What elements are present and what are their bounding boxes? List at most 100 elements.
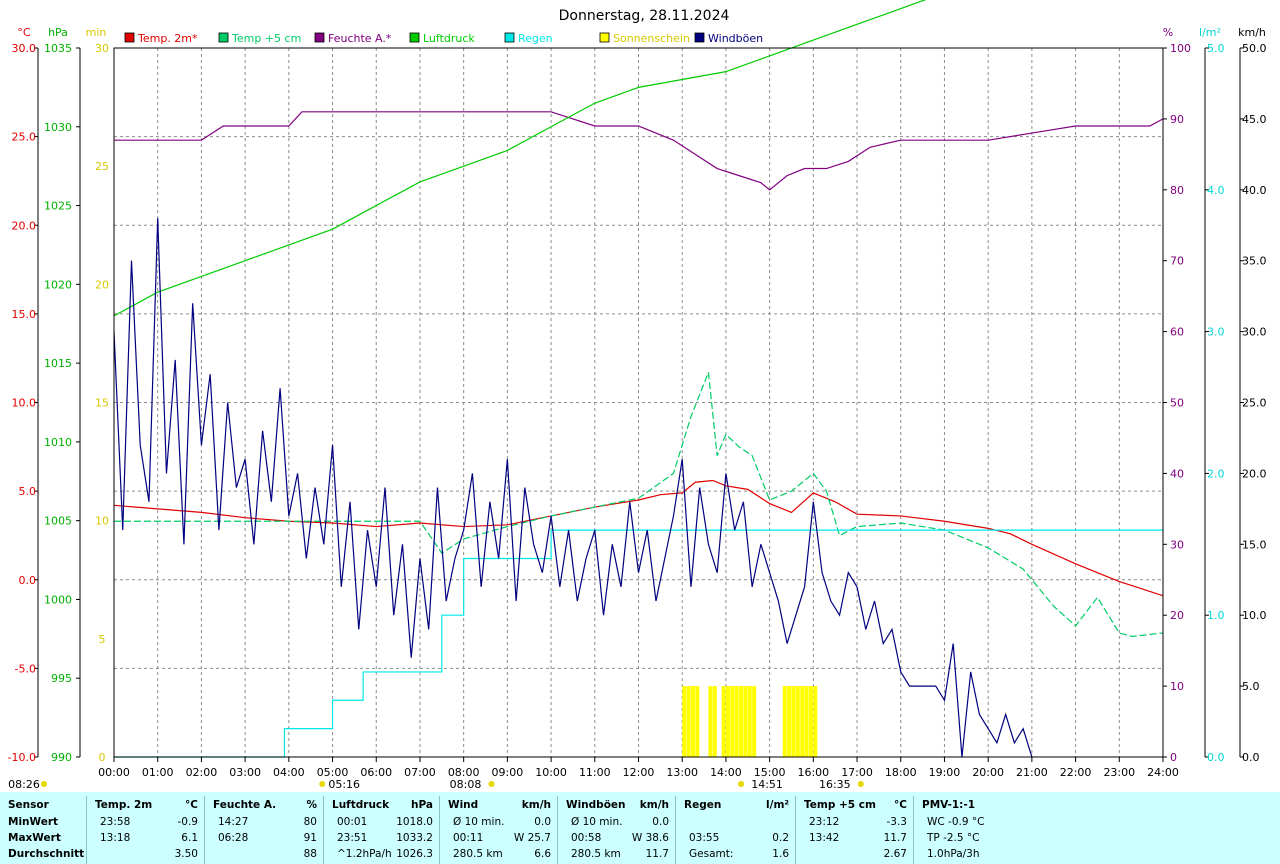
summary-cell-row: 13:42 11.7 <box>797 832 915 848</box>
x-tick-label: 18:00 <box>885 766 917 779</box>
sunrise-label: 08:08 <box>450 778 482 791</box>
sunshine-bar <box>813 686 818 757</box>
summary-row-label: MinWert <box>0 816 86 832</box>
summary-cell-row: 88 <box>206 848 325 864</box>
legend-label: Luftdruck <box>423 32 475 45</box>
series-line-humidity <box>114 111 1164 191</box>
column-unit: hPa <box>411 799 433 811</box>
pressure-tick-label: 990 <box>51 751 72 764</box>
pressure-tick-label: 1030 <box>44 121 72 134</box>
column-title: PMV-1:-1 <box>922 799 976 811</box>
cell-time: 280.5 km <box>453 848 503 860</box>
wind-unit: km/h <box>1238 26 1266 39</box>
pressure-tick-label: 1020 <box>44 278 72 291</box>
summary-cell-row: 3.50 <box>88 848 206 864</box>
sunshine-tick-label: 30 <box>95 42 109 55</box>
row-label-text: Durchschnitt <box>8 848 85 860</box>
summary-cell-row: 1.0hPa/3h <box>915 848 1035 864</box>
cell-value: 3.50 <box>174 848 198 860</box>
summary-header: PMV-1:-1 <box>915 799 1035 815</box>
summary-separator <box>913 796 914 864</box>
cell-time: 23:12 <box>809 816 840 828</box>
x-tick-label: 15:00 <box>754 766 786 779</box>
chart-grid <box>114 48 1163 757</box>
legend-label: Regen <box>518 32 553 45</box>
x-tick-label: 08:00 <box>448 766 480 779</box>
column-unit: km/h <box>639 799 669 811</box>
pressure-tick-label: 1025 <box>44 200 72 213</box>
temperature-tick-label: 10.0 <box>12 397 37 410</box>
wind-tick-label: 35.0 <box>1242 255 1267 268</box>
cell-value: 2.67 <box>883 848 907 860</box>
summary-cell-row: 280.5 km 6.6 <box>441 848 559 864</box>
series-line-temperature <box>113 479 1164 597</box>
pressure-tick-label: 1010 <box>44 436 72 449</box>
cell-time: 13:18 <box>100 832 131 844</box>
pressure-tick-label: 1005 <box>44 515 72 528</box>
summary-cell-row: 00:58 W 38.6 <box>559 832 677 848</box>
x-tick-label: 16:00 <box>797 766 829 779</box>
row-label-text: MaxWert <box>8 832 61 844</box>
cell-value: 0.2 <box>772 832 789 844</box>
pressure-tick-label: 1035 <box>44 42 72 55</box>
cell-value: 1.6 <box>772 848 789 860</box>
pressure-unit: hPa <box>48 26 68 39</box>
x-tick-label: 21:00 <box>1016 766 1048 779</box>
cell-value: 6.1 <box>181 832 198 844</box>
summary-cell-row: 23:12 -3.3 <box>797 816 915 832</box>
cell-time: 00:01 <box>337 816 368 828</box>
summary-row-label: Sensor <box>0 799 86 815</box>
summary-header: Temp. 2m °C <box>88 799 206 815</box>
cell-time: 1.0hPa/3h <box>927 848 980 860</box>
legend-label: Windböen <box>708 32 763 45</box>
summary-cell-row <box>677 816 797 832</box>
column-title: Wind <box>448 799 479 811</box>
sunshine-tick-label: 15 <box>95 397 109 410</box>
summary-cell-row: 06:28 91 <box>206 832 325 848</box>
summary-separator <box>439 796 440 864</box>
sunshine-bar <box>725 686 730 757</box>
x-tick-label: 02:00 <box>186 766 218 779</box>
column-unit: °C <box>894 799 907 811</box>
wind-tick-label: 5.0 <box>1242 680 1260 693</box>
column-title: Feuchte A. <box>213 799 277 811</box>
series-line-pressure <box>113 0 927 317</box>
legend-label: Feuchte A.* <box>328 32 392 45</box>
sunshine-bar <box>747 686 752 757</box>
sunshine-bar <box>682 686 687 757</box>
sunshine-bar <box>712 686 717 757</box>
cell-time: 13:42 <box>809 832 840 844</box>
column-title: Temp +5 cm <box>804 799 876 811</box>
x-tick-label: 03:00 <box>229 766 261 779</box>
cell-time: ^1.2hPa/h <box>337 848 392 860</box>
x-tick-label: 04:00 <box>273 766 305 779</box>
sunshine-bar <box>787 686 792 757</box>
sunshine-tick-label: 20 <box>95 278 109 291</box>
series-line-wind <box>113 218 1033 758</box>
temperature-tick-label: 0.0 <box>19 574 37 587</box>
humidity-tick-label: 60 <box>1170 326 1184 339</box>
summary-cell-row: 13:18 6.1 <box>88 832 206 848</box>
summary-row-labels: Sensor MinWert MaxWert Durchschnitt <box>0 792 86 864</box>
wind-tick-label: 45.0 <box>1242 113 1267 126</box>
summary-column: Temp. 2m °C 23:58 -0.9 13:18 6.1 3.50 <box>88 792 206 864</box>
column-title: Temp. 2m <box>95 799 153 811</box>
sun-icon <box>41 781 47 787</box>
pressure-tick-label: 1000 <box>44 593 72 606</box>
sun-moon-markers: 05:16 08:08 14:51 16:35 08:26 <box>8 778 864 791</box>
x-tick-label: 20:00 <box>972 766 1004 779</box>
cell-value: 1018.0 <box>396 816 433 828</box>
wind-tick-label: 50.0 <box>1242 42 1267 55</box>
summary-column: PMV-1:-1 WC -0.9 °C TP -2.5 °C 1.0hPa/3h <box>915 792 1035 864</box>
summary-column: Windböen km/h Ø 10 min. 0.0 00:58 W 38.6 280.5… <box>559 792 677 864</box>
sunshine-bar <box>743 686 748 757</box>
sunshine-bar <box>752 686 757 757</box>
humidity-tick-label: 80 <box>1170 184 1184 197</box>
cell-value: 88 <box>303 848 317 860</box>
legend-swatch <box>694 32 705 43</box>
humidity-tick-label: 0 <box>1170 751 1177 764</box>
summary-cell-row: Ø 10 min. 0.0 <box>441 816 559 832</box>
sunshine-bar <box>804 686 809 757</box>
column-unit: °C <box>185 799 198 811</box>
cell-value: 1026.3 <box>396 848 433 860</box>
